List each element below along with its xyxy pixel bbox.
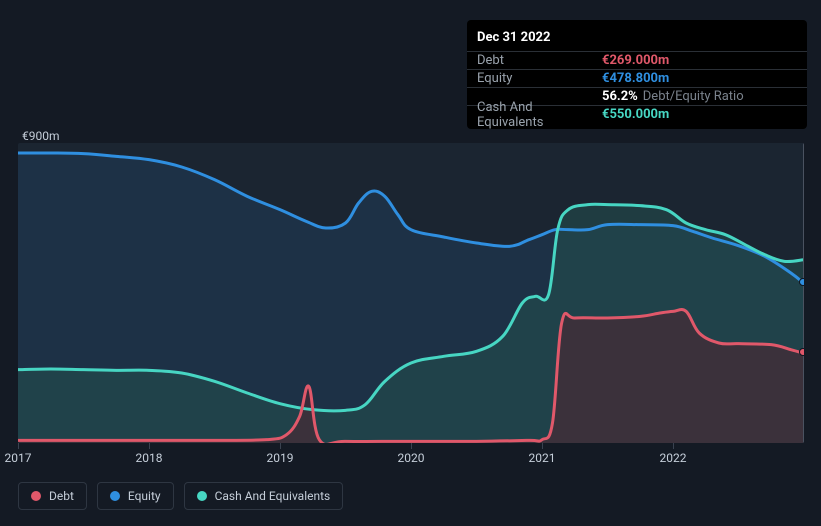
chart-container: Dec 31 2022 Debt€269.000mEquity€478.800m… [0,0,821,526]
legend-dot-icon [197,491,207,501]
x-axis-label: 2021 [529,451,556,465]
tooltip-row-value: €550.000m [602,107,669,122]
legend-item-label: Cash And Equivalents [215,489,331,503]
end-marker-debt [799,348,804,356]
legend-dot-icon [110,491,120,501]
tooltip-panel: Dec 31 2022 Debt€269.000mEquity€478.800m… [467,20,807,129]
chart-plot-area[interactable] [18,143,804,443]
end-marker-equity [799,278,804,286]
x-axis-label: 2019 [267,451,294,465]
tooltip-title: Dec 31 2022 [467,26,807,51]
x-axis-label: 2017 [5,451,32,465]
x-axis-tick [18,443,19,449]
x-axis-tick [149,443,150,449]
x-axis: 201720182019202020212022 [18,443,804,463]
tooltip-row-value: 56.2% [602,89,638,104]
legend-dot-icon [31,491,41,501]
x-axis-tick [280,443,281,449]
chart-cursor-line [803,143,804,443]
legend-item-equity[interactable]: Equity [97,482,174,510]
x-axis-label: 2020 [398,451,425,465]
legend-item-label: Debt [49,489,74,503]
tooltip-row-label: Cash And Equivalents [477,100,602,130]
tooltip-row: Equity€478.800m [467,69,807,87]
tooltip-row-label: Equity [477,71,602,86]
legend-item-label: Equity [128,489,161,503]
tooltip-row-value: €269.000m [602,53,669,68]
legend: Debt Equity Cash And Equivalents [18,482,343,510]
tooltip-row-value: €478.800m [602,71,669,86]
tooltip-row-label: Debt [477,53,602,68]
tooltip-row: Debt€269.000m [467,51,807,69]
chart-svg [18,143,804,443]
legend-item-debt[interactable]: Debt [18,482,87,510]
tooltip-row: Cash And Equivalents€550.000m [467,105,807,123]
y-axis-label: €900m [22,129,60,143]
tooltip-row-extra: Debt/Equity Ratio [643,89,744,104]
legend-item-cash[interactable]: Cash And Equivalents [184,482,344,510]
x-axis-label: 2022 [660,451,687,465]
x-axis-tick [542,443,543,449]
x-axis-tick [673,443,674,449]
x-axis-label: 2018 [136,451,163,465]
x-axis-tick [411,443,412,449]
